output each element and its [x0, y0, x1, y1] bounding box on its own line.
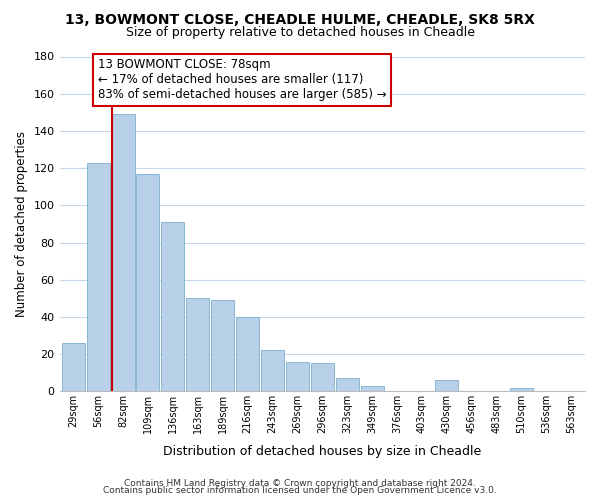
Bar: [286, 362, 309, 392]
Bar: [136, 174, 160, 392]
Bar: [261, 350, 284, 392]
Bar: [510, 388, 533, 392]
Text: Size of property relative to detached houses in Cheadle: Size of property relative to detached ho…: [125, 26, 475, 39]
Y-axis label: Number of detached properties: Number of detached properties: [15, 131, 28, 317]
Text: Contains public sector information licensed under the Open Government Licence v3: Contains public sector information licen…: [103, 486, 497, 495]
Bar: [236, 317, 259, 392]
Bar: [211, 300, 234, 392]
Bar: [336, 378, 359, 392]
Bar: [62, 343, 85, 392]
Text: Contains HM Land Registry data © Crown copyright and database right 2024.: Contains HM Land Registry data © Crown c…: [124, 478, 476, 488]
Bar: [436, 380, 458, 392]
Bar: [186, 298, 209, 392]
Bar: [311, 364, 334, 392]
Bar: [86, 162, 110, 392]
Text: 13, BOWMONT CLOSE, CHEADLE HULME, CHEADLE, SK8 5RX: 13, BOWMONT CLOSE, CHEADLE HULME, CHEADL…: [65, 12, 535, 26]
X-axis label: Distribution of detached houses by size in Cheadle: Distribution of detached houses by size …: [163, 444, 481, 458]
Bar: [112, 114, 134, 392]
Text: 13 BOWMONT CLOSE: 78sqm
← 17% of detached houses are smaller (117)
83% of semi-d: 13 BOWMONT CLOSE: 78sqm ← 17% of detache…: [98, 58, 386, 102]
Bar: [161, 222, 184, 392]
Bar: [361, 386, 383, 392]
